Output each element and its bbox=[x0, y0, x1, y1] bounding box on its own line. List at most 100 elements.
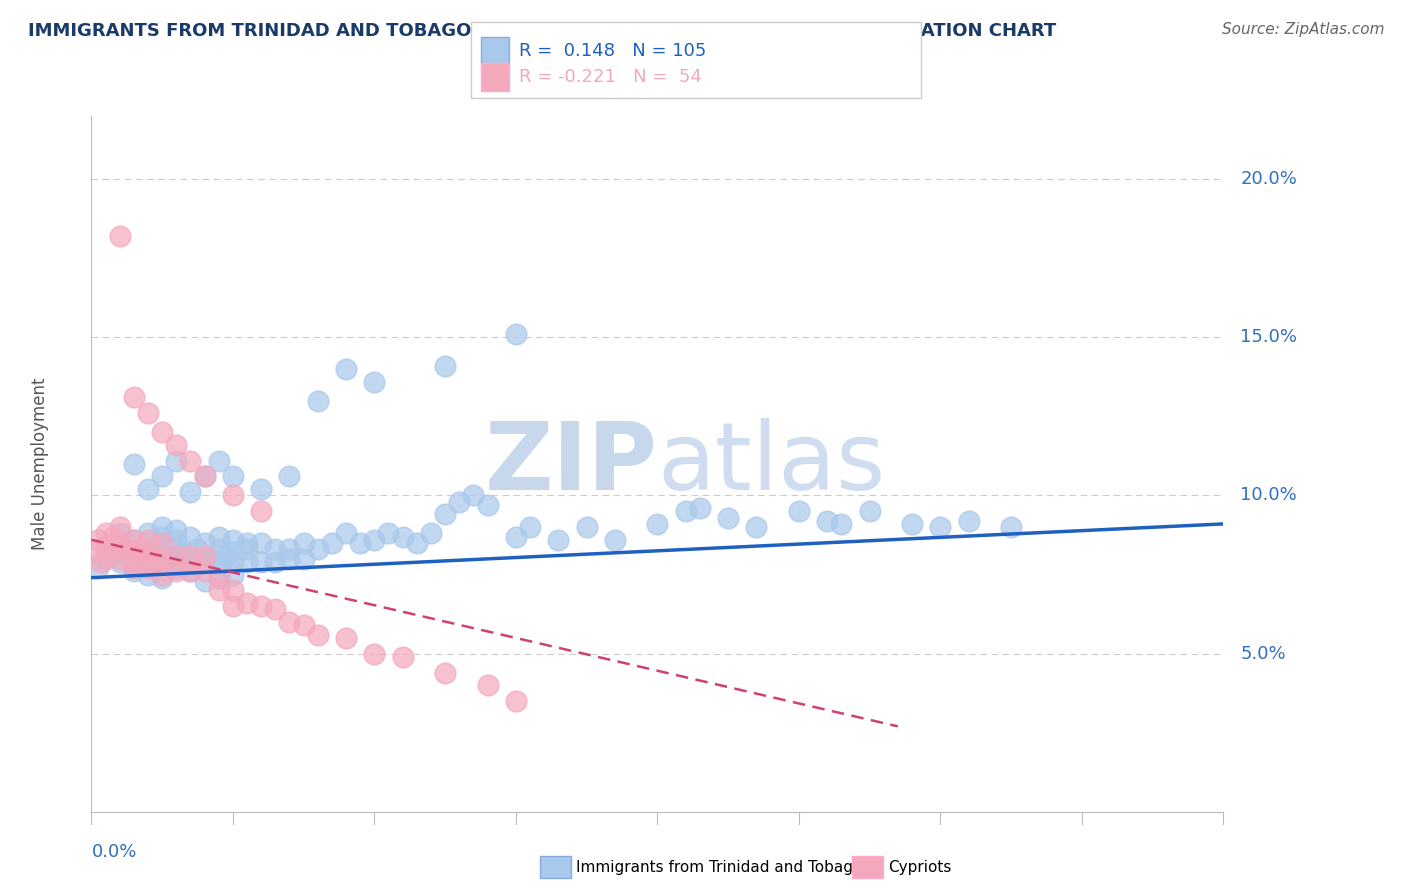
Point bbox=[129, 542, 152, 557]
Point bbox=[136, 533, 159, 547]
Point bbox=[335, 526, 357, 541]
Point bbox=[193, 536, 217, 550]
Point bbox=[87, 561, 110, 575]
Point bbox=[165, 565, 187, 579]
Point bbox=[264, 555, 287, 569]
Point bbox=[165, 533, 187, 547]
Point bbox=[264, 602, 287, 616]
Point bbox=[477, 678, 499, 692]
Point bbox=[222, 545, 245, 559]
Point bbox=[143, 551, 166, 566]
Point bbox=[115, 542, 138, 557]
Point bbox=[675, 504, 697, 518]
Point bbox=[292, 536, 315, 550]
Point bbox=[136, 561, 159, 575]
Point bbox=[150, 520, 173, 534]
Point bbox=[575, 520, 598, 534]
Point bbox=[108, 539, 131, 553]
Point bbox=[172, 545, 194, 559]
Point bbox=[94, 551, 117, 566]
Point bbox=[179, 565, 201, 579]
Point bbox=[815, 514, 838, 528]
Point bbox=[165, 549, 187, 563]
Point bbox=[957, 514, 980, 528]
Point bbox=[136, 536, 159, 550]
Point bbox=[519, 520, 541, 534]
Point bbox=[136, 482, 159, 496]
Point bbox=[292, 551, 315, 566]
Text: 15.0%: 15.0% bbox=[1240, 328, 1298, 346]
Point bbox=[929, 520, 952, 534]
Point bbox=[122, 533, 145, 547]
Point bbox=[307, 627, 329, 641]
Point bbox=[434, 359, 457, 373]
Point bbox=[278, 469, 301, 483]
Point bbox=[129, 542, 152, 557]
Point bbox=[193, 555, 217, 569]
Text: Source: ZipAtlas.com: Source: ZipAtlas.com bbox=[1222, 22, 1385, 37]
Point bbox=[165, 561, 187, 575]
Point bbox=[236, 542, 259, 557]
Point bbox=[236, 555, 259, 569]
Point bbox=[122, 545, 145, 559]
Point bbox=[122, 391, 145, 405]
Point bbox=[108, 520, 131, 534]
Point bbox=[236, 596, 259, 610]
Point bbox=[94, 542, 117, 557]
Text: 20.0%: 20.0% bbox=[1240, 170, 1298, 188]
Point bbox=[90, 555, 112, 569]
Point bbox=[208, 453, 231, 467]
Point bbox=[136, 555, 159, 569]
Point bbox=[193, 574, 217, 588]
Point bbox=[122, 545, 145, 559]
Point bbox=[689, 501, 711, 516]
Point bbox=[136, 567, 159, 582]
Point bbox=[150, 536, 173, 550]
Point bbox=[787, 504, 810, 518]
Point bbox=[122, 533, 145, 547]
Point bbox=[150, 425, 173, 440]
Text: ZIP: ZIP bbox=[485, 417, 657, 510]
Point bbox=[449, 495, 471, 509]
Point bbox=[222, 555, 245, 569]
Point bbox=[157, 549, 180, 563]
Point bbox=[222, 469, 245, 483]
Point bbox=[122, 558, 145, 572]
Point bbox=[717, 510, 740, 524]
Point bbox=[122, 555, 145, 569]
Point bbox=[150, 539, 173, 553]
Point bbox=[108, 551, 131, 566]
Point bbox=[87, 533, 110, 547]
Point bbox=[222, 567, 245, 582]
Point bbox=[179, 530, 201, 544]
Point bbox=[193, 469, 217, 483]
Point bbox=[108, 526, 131, 541]
Point bbox=[193, 469, 217, 483]
Text: Male Unemployment: Male Unemployment bbox=[31, 377, 49, 550]
Point bbox=[165, 542, 187, 557]
Text: 10.0%: 10.0% bbox=[1240, 486, 1296, 505]
Point bbox=[101, 545, 124, 559]
Point bbox=[250, 536, 273, 550]
Text: 0.0%: 0.0% bbox=[91, 843, 136, 861]
Point bbox=[745, 520, 768, 534]
Point bbox=[391, 530, 413, 544]
Point bbox=[122, 561, 145, 575]
Point bbox=[278, 551, 301, 566]
Point bbox=[165, 453, 187, 467]
Point bbox=[250, 504, 273, 518]
Point bbox=[278, 615, 301, 629]
Point bbox=[603, 533, 626, 547]
Point bbox=[94, 539, 117, 553]
Point bbox=[505, 327, 527, 342]
Point bbox=[1000, 520, 1022, 534]
Point bbox=[143, 555, 166, 569]
Point bbox=[208, 571, 231, 585]
Point bbox=[179, 453, 201, 467]
Point bbox=[186, 542, 208, 557]
Point bbox=[250, 599, 273, 614]
Point bbox=[97, 549, 120, 563]
Point bbox=[250, 555, 273, 569]
Point bbox=[136, 406, 159, 420]
Point bbox=[463, 488, 485, 502]
